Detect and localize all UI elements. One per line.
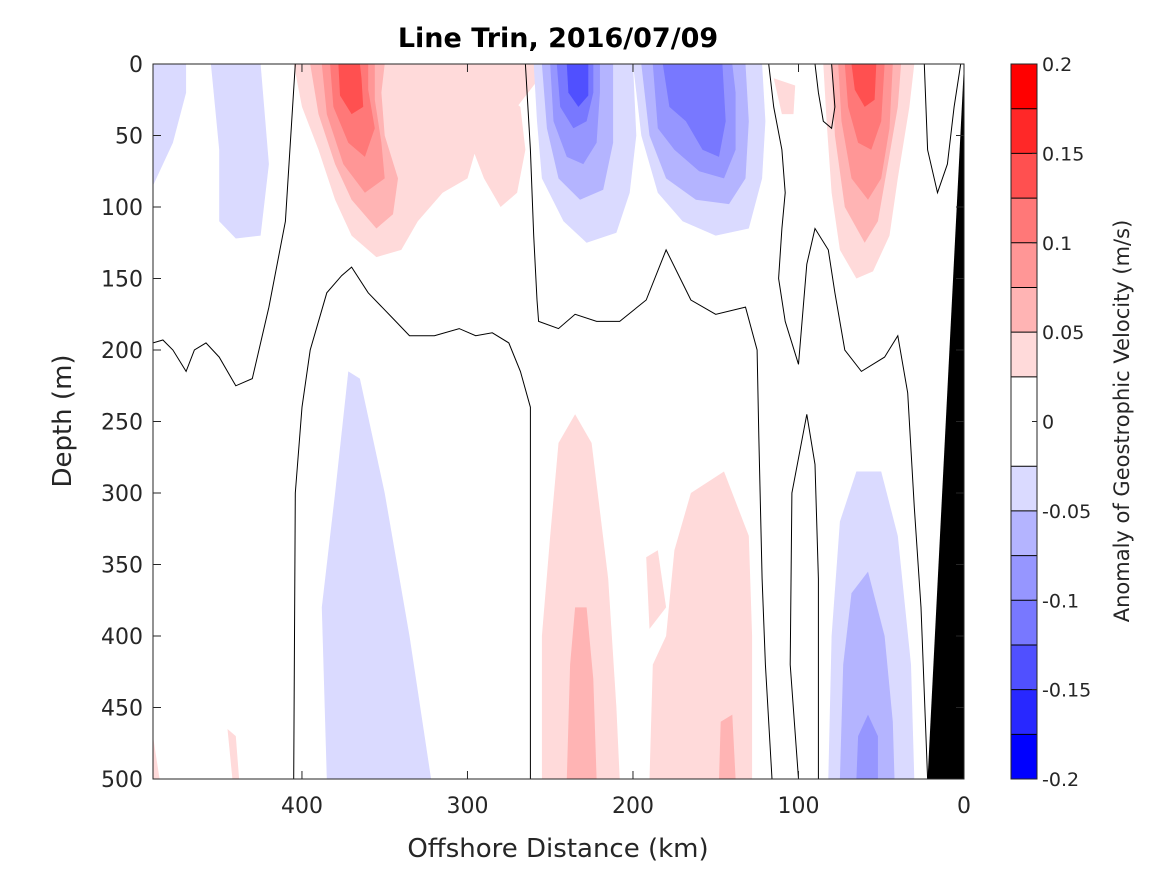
colorbar-swatch — [1011, 734, 1037, 779]
colorbar-swatch — [1011, 555, 1037, 601]
x-tick-label: 300 — [446, 794, 488, 819]
colorbar-tick-label: -0.05 — [1042, 501, 1091, 523]
zero-contour-line — [814, 64, 836, 130]
neg-deep-nearshore-band — [839, 571, 895, 779]
zero-contour-line — [293, 266, 531, 779]
y-axis-label: Depth (m) — [48, 354, 78, 487]
zero-contour-line — [923, 64, 962, 195]
x-axis: 400 300 200 100 0 — [281, 64, 971, 819]
neg-jet-b-band — [662, 64, 726, 157]
colorbar-swatch — [1011, 689, 1037, 735]
pos-jet-offshore-band — [338, 64, 364, 115]
colorbar-swatch — [1011, 287, 1037, 333]
y-tick-label: 100 — [101, 196, 143, 221]
colorbar-tick-label: 0.2 — [1042, 54, 1072, 76]
pos-weak-mid-band — [450, 78, 526, 207]
colorbar-ticks: 0.2 0.15 0.1 0.05 0 -0.05 -0.1 -0.15 -0.2 — [1032, 54, 1091, 791]
y-tick-label: 450 — [101, 697, 143, 722]
colorbar-tick-label: 0.15 — [1042, 143, 1084, 165]
colorbar-label: Anomaly of Geostrophic Velocity (m/s) — [1110, 220, 1134, 623]
colorbar-swatch — [1011, 64, 1037, 109]
zero-contour-line — [768, 64, 929, 779]
y-tick-label: 300 — [101, 482, 143, 507]
colorbar-swatch — [1011, 600, 1037, 645]
zero-contour-line — [789, 414, 819, 779]
zero-contour-line — [524, 64, 773, 779]
x-axis-label: Offshore Distance (km) — [407, 834, 708, 864]
colorbar-swatch — [1011, 644, 1037, 690]
y-axis: 0 50 100 150 200 250 300 350 400 450 500 — [101, 53, 964, 793]
pos-deep-b-band — [649, 471, 753, 779]
chart-title: Line Trin, 2016/07/09 — [398, 23, 718, 54]
pos-weak-corner-band — [227, 729, 240, 779]
colorbar-swatch — [1011, 242, 1037, 288]
colorbar-swatch — [1011, 153, 1037, 199]
colorbar-swatch — [1011, 198, 1037, 243]
y-tick-label: 50 — [115, 125, 143, 150]
colorbar-swatch — [1011, 466, 1037, 511]
colorbar-swatch — [1011, 510, 1037, 556]
seafloor-wedge — [927, 64, 964, 779]
seafloor-topography — [927, 64, 964, 779]
neg-deep-nearshore-band — [856, 714, 878, 779]
y-tick-label: 200 — [101, 339, 143, 364]
colorbar-tick-label: -0.1 — [1042, 590, 1079, 612]
x-tick-label: 0 — [957, 794, 971, 819]
pos-jet-nearshore-band — [851, 64, 877, 107]
neg-deep-offshore-band — [321, 371, 432, 779]
y-tick-label: 500 — [101, 768, 143, 793]
zero-contour-line — [153, 64, 296, 387]
colorbar-swatch — [1011, 332, 1037, 377]
colorbar-tick-label: 0.05 — [1042, 322, 1084, 344]
pos-deep-mid-band — [566, 607, 597, 779]
pos-deep-b-band — [719, 714, 736, 779]
colorbar-tick-label: -0.2 — [1042, 769, 1079, 791]
plot-area — [152, 63, 965, 780]
contour-field — [153, 64, 915, 779]
neg-jet-a-band — [566, 64, 589, 107]
x-tick-label: 200 — [612, 794, 654, 819]
x-tick-label: 100 — [777, 794, 819, 819]
colorbar-tick-label: 0 — [1042, 412, 1054, 434]
pos-deep-mid-band — [541, 414, 620, 779]
y-tick-label: 250 — [101, 411, 143, 436]
colorbar — [1010, 63, 1038, 780]
zero-contour-lines — [153, 64, 962, 779]
y-tick-label: 350 — [101, 554, 143, 579]
pos-weak-corner-band — [153, 736, 160, 779]
colorbar-swatch — [1011, 108, 1037, 154]
pos-weak-mid-band — [773, 78, 796, 115]
neg-weak-offshore-band — [210, 64, 269, 239]
y-tick-label: 0 — [129, 53, 143, 78]
colorbar-tick-label: -0.15 — [1042, 680, 1091, 702]
neg-weak-offshore-band — [153, 64, 187, 186]
pos-deep-b-band — [646, 550, 667, 629]
y-tick-label: 150 — [101, 268, 143, 293]
x-tick-label: 400 — [281, 794, 323, 819]
colorbar-tick-label: 0.1 — [1042, 233, 1072, 255]
y-tick-label: 400 — [101, 625, 143, 650]
